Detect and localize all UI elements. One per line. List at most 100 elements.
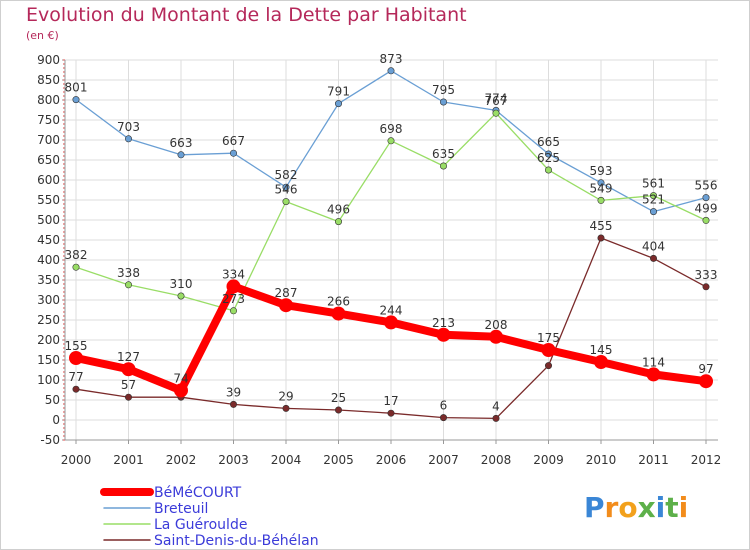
point-breteuil — [544, 150, 552, 158]
point-saint-denis-du-b-h-lan — [649, 254, 657, 262]
point-la-gu-roulde — [649, 192, 657, 200]
x-tick-label: 2010 — [586, 453, 617, 467]
data-label: 499 — [695, 201, 718, 215]
data-label: 556 — [695, 179, 718, 193]
point-la-gu-roulde — [125, 281, 133, 289]
point-b-m-court — [699, 374, 713, 389]
data-label: 39 — [226, 385, 241, 399]
y-tick-label: 750 — [37, 113, 60, 127]
data-label: 873 — [380, 52, 403, 66]
data-label: 698 — [380, 122, 403, 136]
data-label: 334 — [222, 267, 245, 281]
y-tick-label: 550 — [37, 193, 60, 207]
data-label: 404 — [642, 239, 665, 253]
data-label: 17 — [383, 394, 398, 408]
series — [69, 67, 713, 422]
data-label: 74 — [173, 371, 188, 385]
point-breteuil — [387, 67, 395, 75]
point-b-m-court — [384, 315, 398, 330]
point-saint-denis-du-b-h-lan — [492, 414, 500, 422]
data-label: 703 — [117, 120, 140, 134]
point-saint-denis-du-b-h-lan — [282, 404, 290, 412]
y-tick-label: 800 — [37, 93, 60, 107]
x-tick-label: 2002 — [166, 453, 197, 467]
point-b-m-court — [121, 362, 136, 377]
point-la-gu-roulde — [334, 218, 342, 226]
data-label: 549 — [590, 181, 613, 195]
point-saint-denis-du-b-h-lan — [439, 414, 447, 422]
y-tick-label: 300 — [37, 293, 60, 307]
data-labels: 155 127 74 334 287 266 244 213 208 175 145 114 97 801… — [65, 52, 718, 414]
x-tick-label: 2007 — [428, 453, 459, 467]
data-label: 333 — [695, 268, 718, 282]
data-label: 213 — [432, 316, 455, 330]
x-tick-label: 2000 — [61, 453, 92, 467]
data-label: 97 — [698, 362, 713, 376]
y-tick-label: 350 — [37, 273, 60, 287]
x-tick-label: 2011 — [638, 453, 669, 467]
point-b-m-court — [541, 343, 556, 357]
x-tick-label: 2009 — [533, 453, 564, 467]
point-b-m-court — [436, 327, 451, 342]
y-tick-label: 600 — [37, 173, 60, 187]
point-b-m-court — [69, 351, 83, 365]
point-breteuil — [597, 179, 605, 187]
point-b-m-court — [331, 306, 346, 321]
proxiti-logo: Proxiti — [584, 491, 688, 524]
point-breteuil — [702, 194, 710, 202]
logo-letter: x — [637, 491, 656, 524]
data-label: 663 — [170, 136, 193, 150]
point-saint-denis-du-b-h-lan — [702, 283, 710, 291]
data-label: 4 — [492, 399, 500, 413]
data-label: 57 — [121, 378, 136, 392]
data-label: 561 — [642, 177, 665, 191]
point-b-m-court — [226, 279, 241, 294]
data-label: 114 — [642, 355, 665, 369]
x-tick-label: 2005 — [323, 453, 354, 467]
x-tick-label: 2004 — [271, 453, 302, 467]
data-label: 791 — [327, 85, 350, 99]
data-label: 266 — [327, 295, 350, 309]
logo-letter: i — [655, 491, 666, 524]
point-la-gu-roulde — [72, 263, 80, 271]
point-saint-denis-du-b-h-lan — [387, 409, 395, 417]
data-label: 496 — [327, 203, 350, 217]
data-label: 382 — [65, 248, 88, 262]
y-tick-label: 500 — [37, 213, 60, 227]
point-breteuil — [649, 208, 657, 216]
point-la-gu-roulde — [492, 109, 500, 117]
point-b-m-court — [174, 383, 188, 398]
data-label: 244 — [380, 303, 403, 317]
logo-letter: r — [604, 491, 619, 524]
point-la-gu-roulde — [230, 307, 238, 315]
point-saint-denis-du-b-h-lan — [597, 234, 605, 242]
data-label: 795 — [432, 83, 455, 97]
point-la-gu-roulde — [387, 137, 395, 145]
point-saint-denis-du-b-h-lan — [72, 385, 80, 393]
y-tick-label: 150 — [37, 353, 60, 367]
logo-letter: P — [584, 491, 605, 524]
legend-label: Saint-Denis-du-Béhélan — [154, 533, 319, 549]
x-tick-label: 2001 — [113, 453, 144, 467]
data-label: 767 — [485, 94, 508, 108]
point-breteuil — [282, 183, 290, 191]
y-tick-label: 0 — [52, 413, 60, 427]
point-la-gu-roulde — [439, 162, 447, 170]
data-label: 77 — [68, 370, 83, 384]
data-label: 25 — [331, 391, 346, 405]
point-la-gu-roulde — [282, 198, 290, 206]
point-saint-denis-du-b-h-lan — [334, 406, 342, 414]
data-label: 593 — [590, 164, 613, 178]
y-tick-label: 650 — [37, 153, 60, 167]
data-label: 338 — [117, 266, 140, 280]
logo-letter: i — [678, 491, 689, 524]
data-label: 521 — [642, 193, 665, 207]
data-label: 625 — [537, 151, 560, 165]
legend-label: Breteuil — [154, 501, 208, 517]
point-saint-denis-du-b-h-lan — [544, 362, 552, 370]
data-label: 667 — [222, 134, 245, 148]
y-tick-label: 450 — [37, 233, 60, 247]
